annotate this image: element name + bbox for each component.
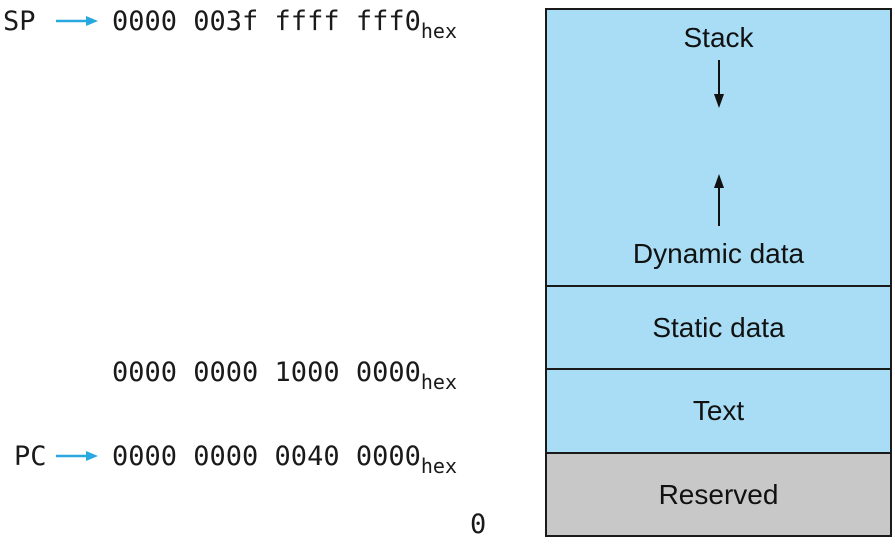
stack-dynamic-segment: Stack Dynamic data	[547, 10, 890, 285]
text-base-address: 0000 0000 0040 0000hex	[112, 443, 457, 476]
divider-text-reserved	[547, 452, 890, 454]
divider-static-text	[547, 368, 890, 370]
static-data-segment: Static data	[547, 287, 890, 368]
dynamic-data-label: Dynamic data	[632, 238, 805, 269]
static-data-label: Static data	[652, 312, 785, 343]
down-arrow-icon	[714, 60, 724, 108]
stack-top-address: 0000 003f ffff fff0hex	[112, 8, 457, 41]
reserved-label: Reserved	[658, 479, 779, 510]
sp-label: SP	[3, 6, 36, 37]
pc-arrow-icon	[56, 451, 98, 461]
static-base-address-value: 0000 0000 1000 0000	[112, 357, 421, 388]
stack-top-address-suffix: hex	[420, 19, 457, 43]
pc-label: PC	[14, 441, 47, 472]
reserved-segment: Reserved	[547, 454, 890, 535]
up-arrow-icon	[714, 174, 724, 226]
text-segment: Text	[547, 370, 890, 452]
zero-address: 0	[470, 509, 487, 540]
sp-arrow-icon	[56, 16, 98, 26]
memory-map: Stack Dynamic data Static data Text Rese…	[545, 8, 892, 537]
text-base-address-value: 0000 0000 0040 0000	[112, 441, 421, 472]
divider-dynamic-static	[547, 285, 890, 287]
text-base-address-suffix: hex	[420, 454, 457, 478]
static-base-address-suffix: hex	[420, 370, 457, 394]
stack-label: Stack	[683, 22, 754, 53]
text-label: Text	[692, 395, 745, 426]
stack-top-address-value: 0000 003f ffff fff0	[112, 6, 421, 37]
static-base-address: 0000 0000 1000 0000hex	[112, 359, 457, 392]
